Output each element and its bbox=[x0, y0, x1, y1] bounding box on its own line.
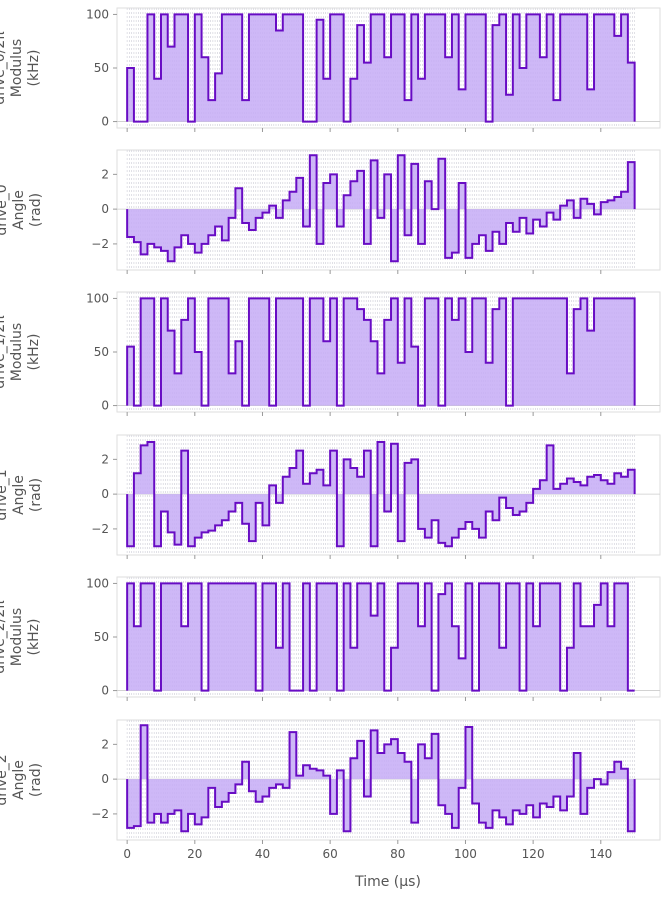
y-tick-label: 100 bbox=[86, 576, 109, 590]
x-axis-label: Time (µs) bbox=[354, 874, 421, 890]
x-tick-label: 0 bbox=[123, 847, 131, 861]
subplot-1: −2 0 2 drive_0Angle(rad) bbox=[0, 149, 661, 274]
y-tick-label: 2 bbox=[101, 167, 109, 181]
x-tick-label: 140 bbox=[589, 847, 612, 861]
x-tick-label: 120 bbox=[522, 847, 545, 861]
series-fill bbox=[127, 441, 635, 547]
y-axis-label-line: Angle bbox=[11, 760, 27, 800]
y-axis-label-line: drive_1 bbox=[0, 469, 10, 520]
y-axis-label-line: Angle bbox=[11, 475, 27, 515]
series-fill bbox=[127, 298, 635, 406]
subplot-2: 0 50 100 drive_1/2πModulus(kHz) bbox=[0, 291, 661, 416]
y-tick-label: 0 bbox=[101, 772, 109, 786]
y-axis-label-line: drive_0/2π bbox=[0, 31, 8, 105]
x-tick-label: 20 bbox=[187, 847, 202, 861]
x-tick-label: 80 bbox=[390, 847, 405, 861]
y-axis-label: drive_0Angle(rad) bbox=[0, 184, 44, 235]
subplot-3: −2 0 2 drive_1Angle(rad) bbox=[0, 434, 661, 559]
subplot-0: 0 50 100 drive_0/2πModulus(kHz) bbox=[0, 7, 661, 132]
y-tick-label: 0 bbox=[101, 487, 109, 501]
y-tick-label: 0 bbox=[101, 115, 109, 129]
y-tick-label: 50 bbox=[94, 630, 109, 644]
y-tick-label: 2 bbox=[101, 737, 109, 751]
y-tick-label: −2 bbox=[91, 522, 109, 536]
y-axis-label: drive_1/2πModulus(kHz) bbox=[0, 315, 42, 389]
y-axis-label: drive_2Angle(rad) bbox=[0, 754, 44, 805]
series-fill bbox=[127, 583, 635, 691]
series-line bbox=[126, 13, 636, 123]
series-line bbox=[126, 724, 636, 833]
y-axis-label: drive_1Angle(rad) bbox=[0, 469, 44, 520]
y-tick-label: 50 bbox=[94, 345, 109, 359]
y-axis-label-line: drive_0 bbox=[0, 184, 10, 235]
y-tick-label: 0 bbox=[101, 399, 109, 413]
y-tick-label: 100 bbox=[86, 7, 109, 21]
y-tick-label: 0 bbox=[101, 684, 109, 698]
y-tick-label: −2 bbox=[91, 807, 109, 821]
y-tick-label: 50 bbox=[94, 61, 109, 75]
y-axis-label: drive_0/2πModulus(kHz) bbox=[0, 31, 42, 105]
y-axis-label: drive_2/2πModulus(kHz) bbox=[0, 600, 42, 674]
y-axis-label-line: drive_2 bbox=[0, 754, 10, 805]
y-axis-label-line: (kHz) bbox=[26, 50, 42, 87]
x-tick-label: 40 bbox=[255, 847, 270, 861]
y-axis-label-line: (kHz) bbox=[26, 334, 42, 371]
series-line bbox=[126, 582, 635, 692]
x-tick-label: 100 bbox=[454, 847, 477, 861]
y-tick-label: 2 bbox=[101, 452, 109, 466]
series-line bbox=[126, 297, 636, 407]
subplot-4: 0 50 100 drive_2/2πModulus(kHz) bbox=[0, 576, 661, 701]
y-axis-label-line: Angle bbox=[11, 190, 27, 230]
y-axis-label-line: Modulus bbox=[9, 323, 25, 381]
y-tick-label: 0 bbox=[101, 202, 109, 216]
series-line bbox=[126, 154, 636, 263]
y-axis-label-line: Modulus bbox=[9, 39, 25, 97]
x-tick-label: 60 bbox=[322, 847, 337, 861]
y-axis-label-line: drive_2/2π bbox=[0, 600, 8, 674]
y-axis-label-line: Modulus bbox=[9, 608, 25, 666]
y-tick-label: 100 bbox=[86, 291, 109, 305]
series-fill bbox=[127, 725, 635, 832]
y-axis-label-line: drive_1/2π bbox=[0, 315, 8, 389]
y-axis-label-line: (rad) bbox=[28, 478, 44, 512]
series-line bbox=[126, 440, 636, 548]
y-tick-label: −2 bbox=[91, 237, 109, 251]
y-axis-label-line: (rad) bbox=[28, 193, 44, 227]
y-axis-label-line: (kHz) bbox=[26, 619, 42, 656]
y-axis-label-line: (rad) bbox=[28, 763, 44, 797]
